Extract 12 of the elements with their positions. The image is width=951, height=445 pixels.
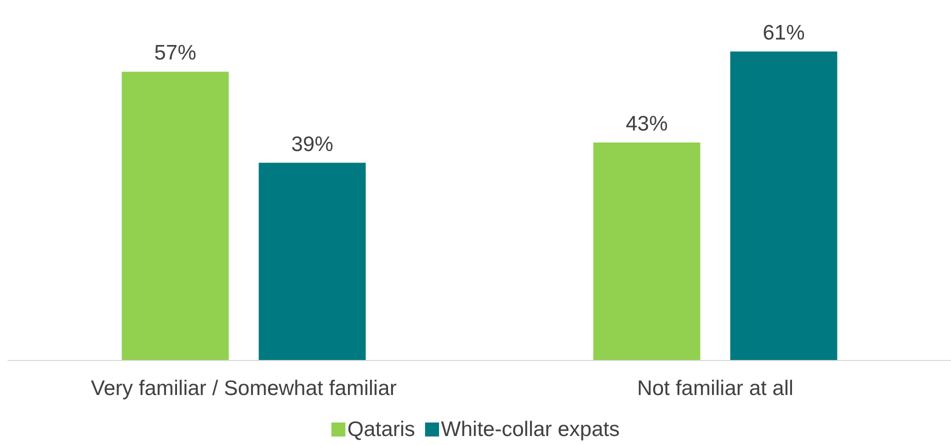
bar bbox=[122, 72, 229, 360]
bar bbox=[258, 162, 366, 360]
data-label: 61% bbox=[762, 22, 805, 45]
bar bbox=[593, 142, 700, 360]
legend-label: White-collar expats bbox=[441, 418, 620, 441]
x-tick-label: Very familiar / Somewhat familiar bbox=[90, 377, 397, 400]
data-label: 57% bbox=[154, 42, 196, 65]
data-label: 39% bbox=[291, 132, 334, 156]
bar bbox=[730, 52, 838, 360]
data-label: 43% bbox=[626, 112, 668, 136]
x-tick-label: Not familiar at all bbox=[637, 377, 794, 400]
legend-label: Qataris bbox=[347, 418, 416, 441]
